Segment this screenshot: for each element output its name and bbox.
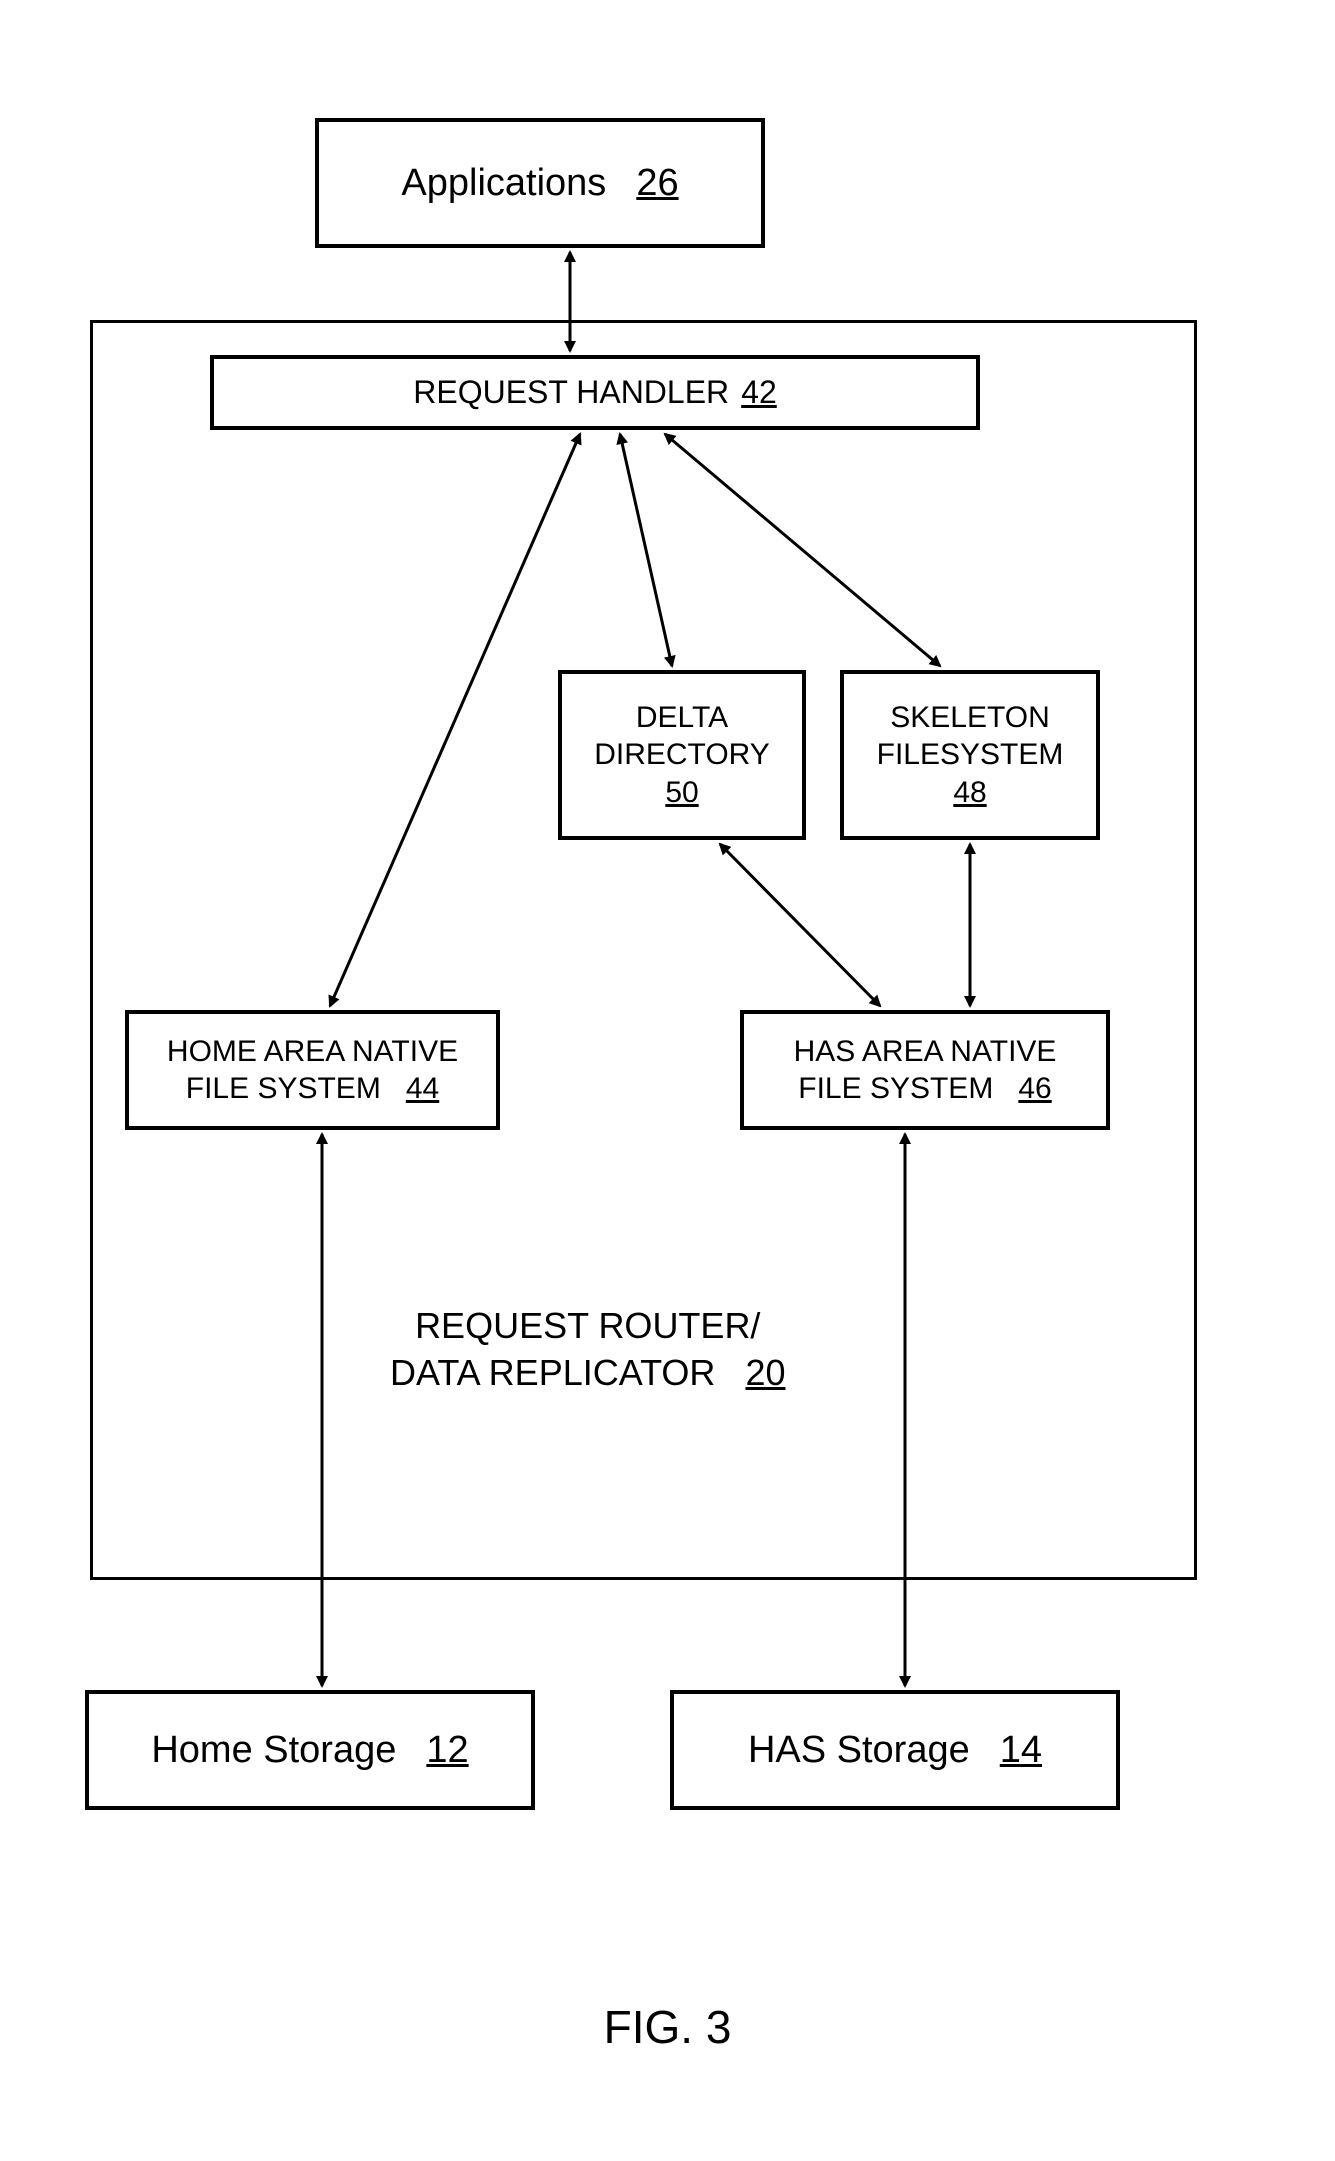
has-fs-line2: FILE SYSTEM — [798, 1072, 993, 1105]
delta-directory-box: DELTA DIRECTORY 50 — [558, 670, 806, 840]
home-fs-line2: FILE SYSTEM — [186, 1072, 381, 1105]
skeleton-fs-number: 48 — [953, 774, 986, 812]
request-handler-box: REQUEST HANDLER 42 — [210, 355, 980, 430]
skeleton-fs-line1: SKELETON — [890, 699, 1050, 737]
has-fs-box: HAS AREA NATIVE FILE SYSTEM 46 — [740, 1010, 1110, 1130]
router-label-line2: DATA REPLICATOR — [390, 1352, 715, 1393]
has-storage-number: 14 — [1000, 1729, 1042, 1772]
applications-label: Applications — [401, 162, 606, 205]
request-handler-number: 42 — [741, 374, 777, 411]
router-label: REQUEST ROUTER/ DATA REPLICATOR 20 — [390, 1303, 786, 1397]
home-fs-line1: HOME AREA NATIVE — [167, 1033, 458, 1071]
router-label-line1: REQUEST ROUTER/ — [390, 1303, 786, 1350]
delta-directory-line2: DIRECTORY — [594, 736, 770, 774]
has-fs-line1: HAS AREA NATIVE — [794, 1033, 1057, 1071]
skeleton-fs-box: SKELETON FILESYSTEM 48 — [840, 670, 1100, 840]
home-storage-box: Home Storage 12 — [85, 1690, 535, 1810]
has-storage-label: HAS Storage — [748, 1729, 970, 1772]
delta-directory-number: 50 — [665, 774, 698, 812]
applications-box: Applications 26 — [315, 118, 765, 248]
home-fs-number: 44 — [406, 1072, 439, 1105]
home-fs-box: HOME AREA NATIVE FILE SYSTEM 44 — [125, 1010, 500, 1130]
skeleton-fs-line2: FILESYSTEM — [877, 736, 1064, 774]
applications-number: 26 — [636, 162, 678, 205]
router-label-number: 20 — [745, 1352, 785, 1393]
delta-directory-line1: DELTA — [636, 699, 728, 737]
has-fs-number: 46 — [1018, 1072, 1051, 1105]
home-storage-label: Home Storage — [151, 1729, 396, 1772]
home-storage-number: 12 — [426, 1729, 468, 1772]
figure-caption: FIG. 3 — [0, 2000, 1335, 2054]
has-storage-box: HAS Storage 14 — [670, 1690, 1120, 1810]
request-handler-label: REQUEST HANDLER — [413, 374, 729, 411]
